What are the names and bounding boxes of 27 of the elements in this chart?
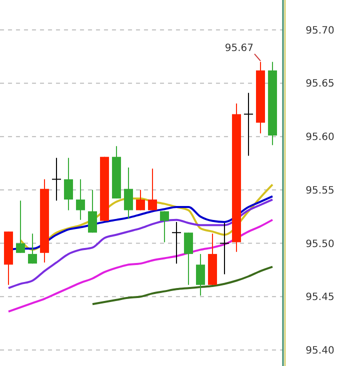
line-series <box>20 184 274 251</box>
candlestick <box>28 233 37 264</box>
candlestick <box>52 157 62 202</box>
candlestick <box>184 232 193 286</box>
line-series <box>8 198 274 290</box>
candlestick <box>244 92 254 156</box>
candlestick <box>88 189 97 234</box>
line-series <box>92 266 274 306</box>
candlestick <box>16 200 25 254</box>
y-tick-label: 95.60 <box>306 132 334 144</box>
candlestick <box>76 178 85 220</box>
candlestick <box>136 189 145 211</box>
candlestick <box>124 167 133 220</box>
y-tick-label: 95.65 <box>306 78 334 90</box>
candlestick <box>220 222 230 275</box>
candlestick <box>172 221 182 264</box>
y-tick-label: 95.50 <box>306 238 334 250</box>
y-tick-label: 95.45 <box>306 292 334 304</box>
candlestick <box>160 210 169 243</box>
y-tick-label: 95.55 <box>306 185 334 196</box>
candlestick <box>64 157 73 211</box>
line-series <box>8 218 274 313</box>
candlestick <box>148 168 157 211</box>
candlestick <box>196 253 205 296</box>
y-tick-label: 95.70 <box>306 25 334 36</box>
annotation: 95.67 <box>224 42 254 54</box>
y-tick-label: 95.40 <box>306 345 334 356</box>
